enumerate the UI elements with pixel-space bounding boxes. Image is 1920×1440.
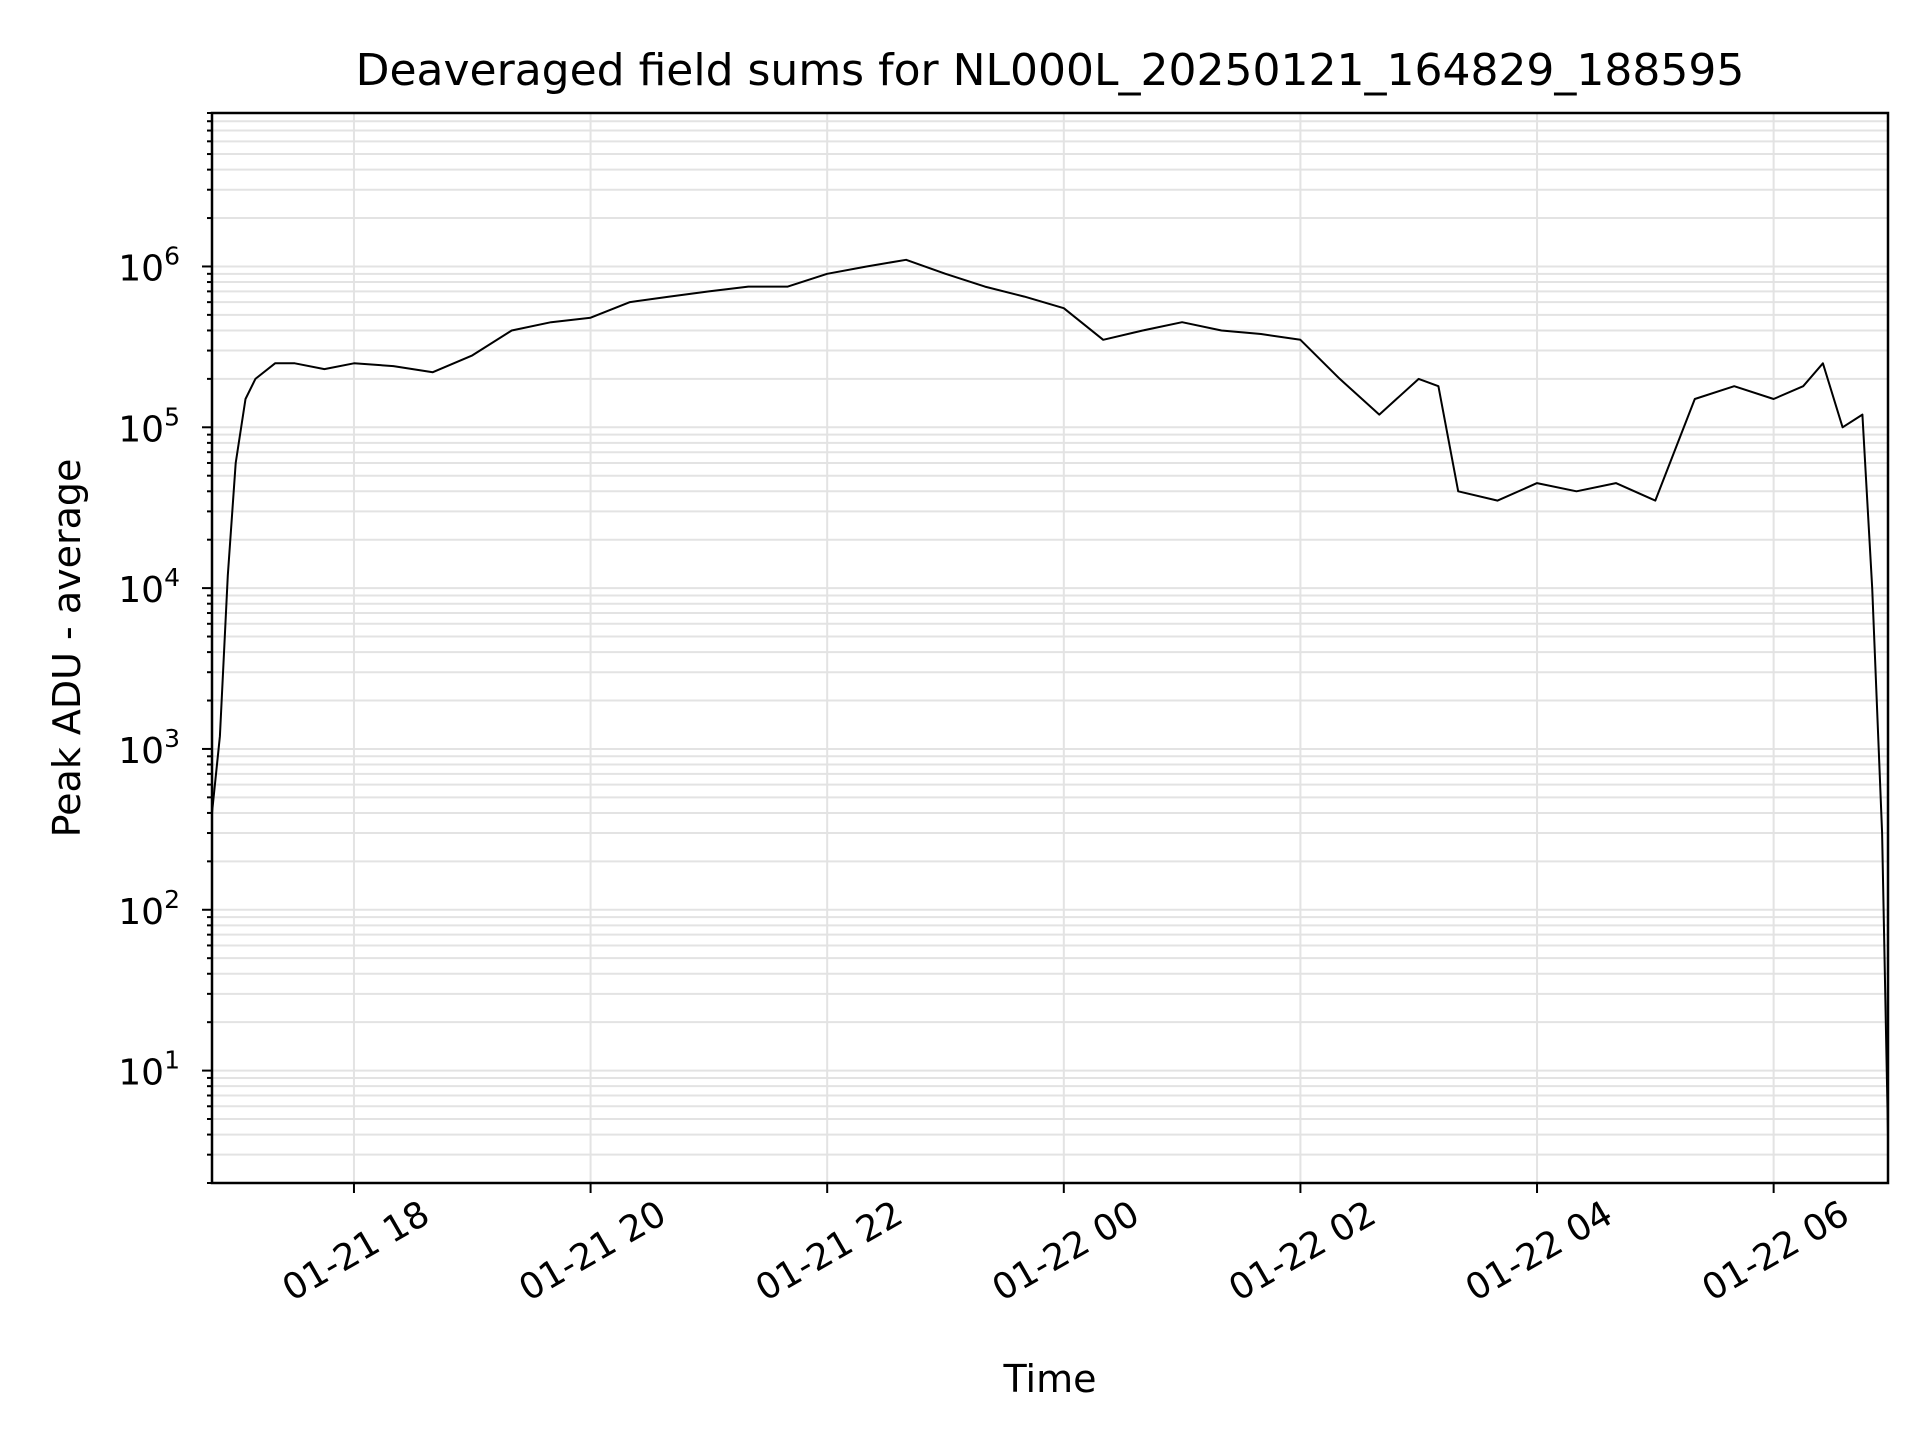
y-tick-exponent: 4 — [164, 563, 180, 592]
y-tick-label: 104 — [118, 563, 180, 611]
y-tick-base: 10 — [118, 1053, 164, 1094]
y-tick-base: 10 — [118, 248, 164, 289]
y-tick-base: 10 — [118, 892, 164, 933]
y-tick-base: 10 — [118, 731, 164, 772]
y-tick-exponent: 6 — [164, 241, 180, 270]
plot-frame — [210, 111, 1890, 1185]
y-tick-label: 106 — [118, 241, 180, 289]
y-tick-label: 101 — [118, 1046, 180, 1094]
y-tick-exponent: 3 — [164, 724, 180, 753]
grid — [212, 112, 1888, 1184]
y-tick-base: 10 — [118, 409, 164, 450]
y-axis-label: Peak ADU - average — [45, 459, 89, 838]
y-tick-label: 103 — [118, 724, 180, 772]
y-tick-exponent: 1 — [164, 1046, 180, 1075]
y-tick-label: 105 — [118, 402, 180, 450]
y-tick-exponent: 2 — [164, 885, 180, 914]
y-tick-label: 102 — [118, 885, 180, 933]
series-line-0 — [211, 258, 1889, 1135]
y-tick-exponent: 5 — [164, 402, 180, 431]
series-layer — [211, 258, 1889, 1135]
y-tick-base: 10 — [118, 570, 164, 611]
chart-title: Deaveraged field sums for NL000L_2025012… — [356, 45, 1745, 96]
x-axis-label: Time — [1003, 1357, 1097, 1401]
